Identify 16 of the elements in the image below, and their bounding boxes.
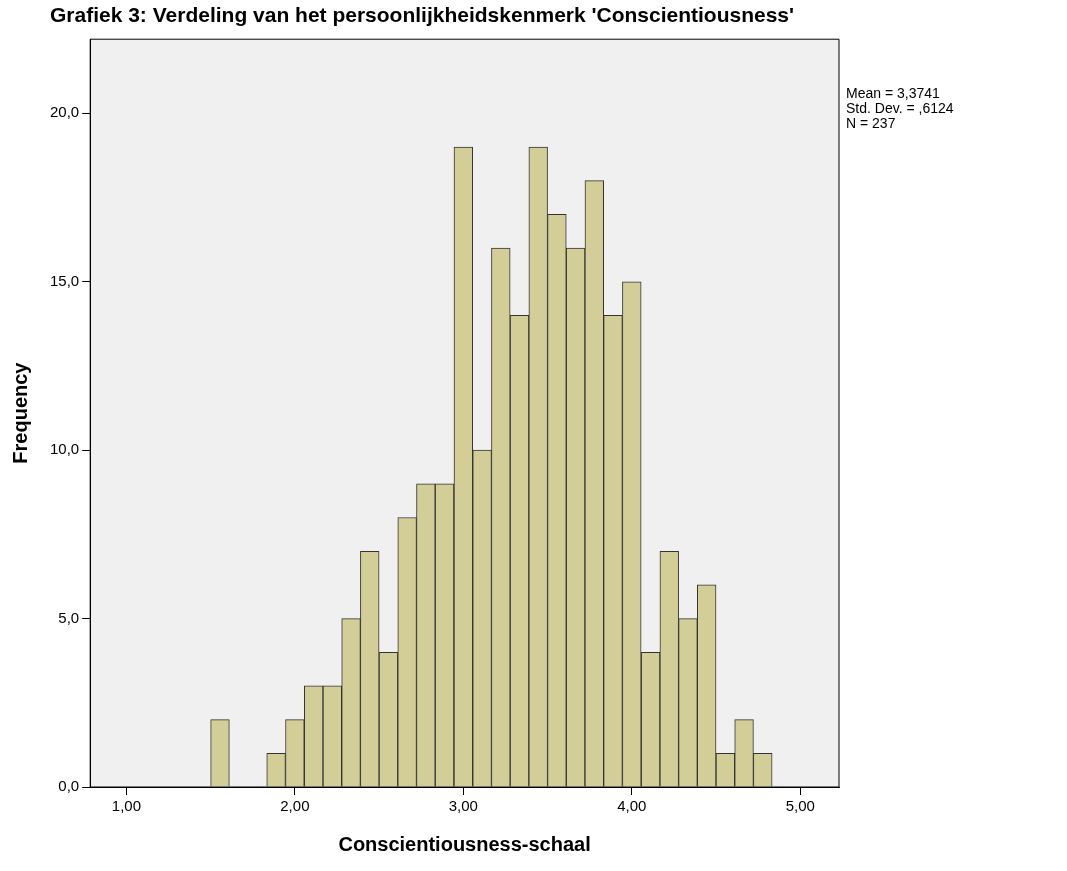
x-axis-title: Conscientiousness-schaal xyxy=(338,832,591,855)
y-tick-label: 5,0 xyxy=(58,608,80,626)
text: N = 237 xyxy=(846,115,897,131)
y-axis-title: Frequency xyxy=(8,361,31,464)
x-tick-label: 3,00 xyxy=(448,797,478,815)
x-tick-label: 2,00 xyxy=(280,797,310,815)
x-tick-label: 1,00 xyxy=(111,797,142,815)
chart-title: Grafiek 3: Verdeling van het persoonlijkheidskenmerk 'Conscientiousness' xyxy=(49,3,795,27)
text: Std. Dev. = ,6124 xyxy=(846,100,954,116)
text: Mean = 3,3741 xyxy=(846,85,941,101)
x-tick-label: 4,00 xyxy=(617,797,647,815)
y-tick-label: 0,0 xyxy=(58,777,80,795)
x-tick-label: 5,00 xyxy=(785,797,815,815)
y-tick-label: 20,0 xyxy=(49,103,80,121)
y-tick-label: 15,0 xyxy=(49,271,80,289)
y-tick-label: 10,0 xyxy=(49,440,80,458)
